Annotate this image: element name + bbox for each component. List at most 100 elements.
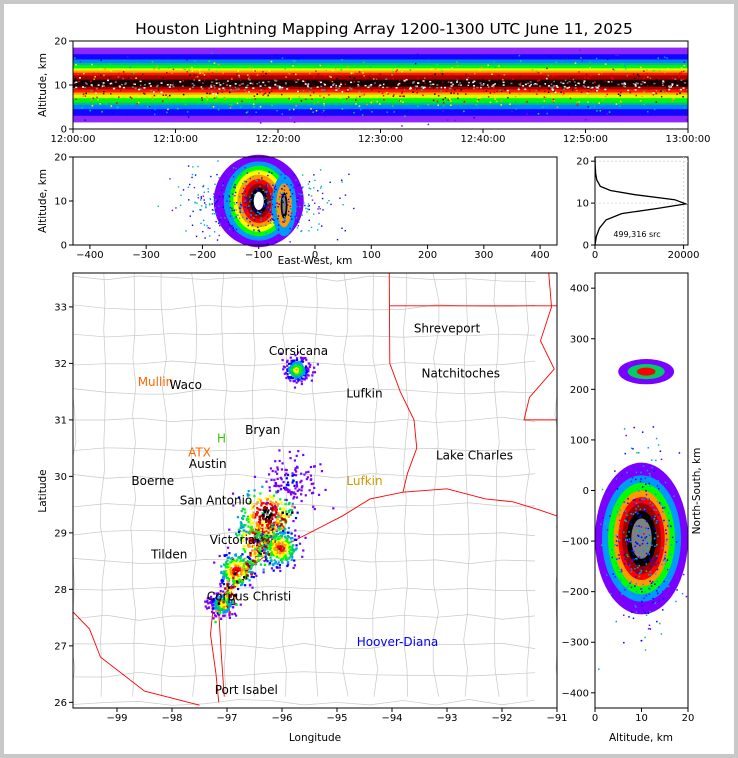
east-west-source [302,186,304,188]
north-south-source [643,508,646,511]
map-lightning-source [282,529,285,533]
map-lightning-source [252,561,255,565]
time-altitude-source [555,61,558,63]
time-altitude-source [304,98,307,101]
map-lightning-source [301,485,304,488]
east-west-source [275,241,278,243]
map-lightning-source [226,598,230,601]
east-west-source [300,193,302,196]
time-altitude-source [578,89,580,91]
map-lightning-source [215,610,218,613]
north-south-source [638,556,641,558]
map-lightning-source [216,593,220,596]
time-altitude-source [316,81,319,84]
time-altitude-source [105,102,107,105]
east-west-source [249,220,251,223]
map-lightning-source [252,511,255,514]
time-altitude-source [309,85,312,88]
time-altitude-source [519,60,522,62]
map-city-label: Corpus Christi [207,590,292,604]
map-lightning-source [246,494,250,497]
time-altitude-core-source [491,85,494,87]
east-west-source [301,214,303,216]
map-lightning-source [308,489,311,492]
east-west-source [293,174,295,176]
east-west-source [263,205,265,207]
map-lightning-source [237,556,240,559]
county-border [73,360,536,367]
north-south-source [654,537,656,539]
east-west-source [255,179,257,182]
map-lightning-source [267,553,271,556]
east-west-source [277,224,280,226]
north-south-source [616,558,619,560]
east-west-source [212,209,215,212]
time-altitude-source [369,109,371,111]
time-altitude-core-source [267,80,270,83]
map-lightning-source [304,368,308,371]
map-lightning-source [260,502,264,505]
time-altitude-source [646,85,649,87]
time-altitude-source [284,79,287,82]
time-altitude-core-source [550,86,553,88]
map-lightning-source [283,520,286,523]
map-lightning-source [226,583,229,586]
time-altitude-source [442,110,444,112]
north-south-source [659,450,662,452]
time-altitude-source [298,78,301,81]
time-altitude-source [625,68,627,70]
north-south-source [663,559,665,562]
east-west-source [308,205,310,207]
north-south-source [681,592,684,595]
time-altitude-source [335,84,337,87]
map-lightning-source [293,538,296,541]
time-altitude-source [666,57,668,59]
north-south-source [636,487,638,490]
time-altitude-source [194,60,196,62]
east-west-source [225,210,227,212]
map-lightning-source [291,544,295,547]
north-south-source [645,493,648,496]
time-altitude-source [569,97,572,100]
east-west-source [206,224,208,227]
map-lightning-source [273,562,276,565]
time-altitude-source [665,87,668,89]
map-lightning-source [295,485,299,488]
time-altitude-core-source [367,86,370,89]
map-lightning-source [255,526,258,530]
time-altitude-core-source [211,81,214,83]
map-lightning-source [282,552,285,556]
map-lightning-source [218,604,222,607]
north-south-source [631,611,633,613]
east-west-source [216,203,219,205]
time-altitude-source [259,122,262,124]
east-west-source [287,214,290,216]
time-altitude-source [541,68,544,71]
time-altitude-source [632,73,635,75]
north-south-source [635,583,637,585]
time-altitude-source [165,94,167,96]
time-altitude-source [292,72,295,75]
time-altitude-source [153,91,155,93]
north-south-source [624,589,626,591]
time-altitude-source [341,90,344,93]
time-altitude-core-source [156,84,159,87]
map-lightning-source [262,517,265,520]
map-lightning-source [280,513,283,516]
north-south-source [638,564,641,567]
map-lightning-source [250,565,253,569]
time-altitude-source [676,90,679,92]
time-altitude-source [171,91,174,94]
north-south-source [628,531,630,533]
north-south-source [623,538,625,541]
time-altitude-source [103,74,105,77]
time-altitude-core-source [219,84,222,86]
north-south-source [668,579,670,582]
map-lightning-source [244,558,248,562]
east-west-source [219,219,221,221]
time-altitude-source [415,88,418,90]
north-south-source [616,544,618,547]
time-altitude-source [402,101,404,104]
map-lightning-source [225,577,228,580]
time-altitude-source [386,91,388,94]
